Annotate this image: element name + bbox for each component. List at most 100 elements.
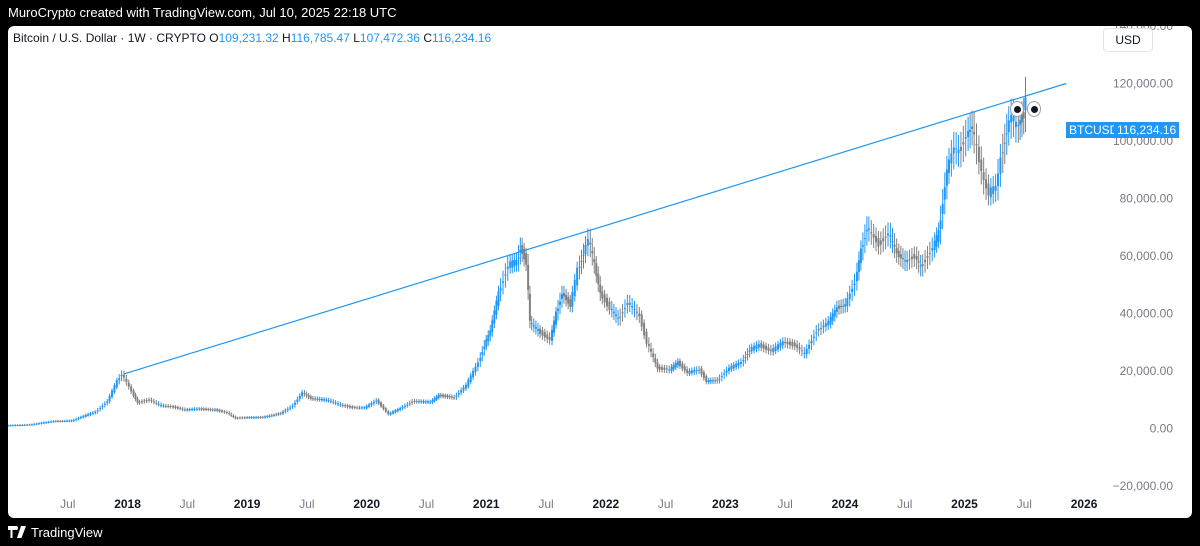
candle-body xyxy=(316,398,319,400)
candle-body xyxy=(582,255,585,257)
candle-body xyxy=(693,370,696,373)
footer-bar: TradingView xyxy=(0,518,1200,546)
candle-body xyxy=(384,408,387,412)
candle-body xyxy=(560,294,563,299)
attribution-text: MuroCrypto created with TradingView.com,… xyxy=(8,5,397,20)
candle-body xyxy=(536,329,539,331)
candle-body xyxy=(181,408,184,410)
candle-body xyxy=(464,384,467,389)
candle-body xyxy=(737,362,740,366)
candle-body xyxy=(842,305,845,307)
candle-body xyxy=(969,129,972,132)
candle-body xyxy=(837,305,840,309)
open-label: O xyxy=(209,31,219,45)
x-tick-label: 2023 xyxy=(712,497,739,511)
candle-body xyxy=(320,398,323,401)
candle-body xyxy=(765,345,768,350)
x-tick-label: 2025 xyxy=(951,497,978,511)
candle-body xyxy=(672,364,675,370)
candle-body xyxy=(293,402,296,405)
candle-body xyxy=(683,366,686,371)
candle-body xyxy=(548,337,551,340)
candle-body xyxy=(57,420,60,422)
x-tick-label: 2024 xyxy=(832,497,859,511)
candle-body xyxy=(746,354,749,356)
chart-frame[interactable]: 140,000.00120,000.00100,000.0080,000.006… xyxy=(8,26,1192,518)
candle-body xyxy=(18,424,21,426)
price-chart[interactable]: 140,000.00120,000.00100,000.0080,000.006… xyxy=(8,26,1192,518)
candle-body xyxy=(628,302,631,305)
candle-body xyxy=(52,421,55,423)
candle-body xyxy=(654,357,657,363)
candle-body xyxy=(157,403,160,405)
candle-body xyxy=(193,408,196,410)
candle-body xyxy=(599,284,602,293)
candle-body xyxy=(989,187,992,198)
candle-body xyxy=(207,408,210,410)
candle-body xyxy=(511,260,514,268)
candle-body xyxy=(619,316,622,318)
candle-body xyxy=(1017,124,1020,126)
candle-body xyxy=(939,220,942,229)
candle-body xyxy=(633,309,636,311)
candle-body xyxy=(891,240,894,242)
x-tick-label: 2021 xyxy=(473,497,500,511)
candle-body xyxy=(389,412,392,415)
candle-body xyxy=(829,316,832,325)
candle-body xyxy=(591,251,594,254)
candle-body xyxy=(848,293,851,299)
candle-body xyxy=(980,159,983,172)
candle-body xyxy=(370,403,373,406)
currency-selector[interactable]: USD xyxy=(1104,29,1152,51)
candle-body xyxy=(255,417,258,419)
candle-body xyxy=(1005,133,1008,135)
candle-body xyxy=(895,248,898,254)
candle-body xyxy=(332,401,335,403)
candle-body xyxy=(365,405,368,409)
candle-body xyxy=(798,347,801,350)
candle-body xyxy=(108,395,111,402)
tradingview-logo-icon xyxy=(8,526,26,538)
candle-body xyxy=(406,404,409,406)
candle-body xyxy=(735,363,738,368)
candle-body xyxy=(377,399,380,404)
candle-body xyxy=(172,406,174,408)
candle-body xyxy=(462,387,465,391)
candle-body xyxy=(962,142,965,145)
candle-body xyxy=(474,366,477,373)
candle-body xyxy=(186,409,189,411)
candle-body xyxy=(42,422,45,424)
candle-body xyxy=(188,408,191,411)
candle-body xyxy=(647,344,650,347)
candle-body xyxy=(241,417,244,419)
candle-body xyxy=(446,395,449,398)
low-label: L xyxy=(353,31,360,45)
candle-body xyxy=(429,401,432,403)
candle-body xyxy=(973,131,976,135)
candle-body xyxy=(68,420,71,422)
candle-body xyxy=(450,396,453,398)
candle-body xyxy=(908,259,911,261)
candle-body xyxy=(497,291,500,306)
candle-body xyxy=(557,308,559,311)
candle-body xyxy=(455,395,458,397)
candle-body xyxy=(246,417,249,419)
candle-body xyxy=(663,367,666,370)
candle-body xyxy=(645,331,648,344)
candle-body xyxy=(420,401,423,403)
candle-body xyxy=(786,341,789,345)
candle-body xyxy=(127,382,130,387)
candle-body xyxy=(901,257,904,260)
candle-body xyxy=(784,341,787,344)
candle-body xyxy=(176,406,179,409)
candle-body xyxy=(921,263,924,267)
candle-body xyxy=(223,411,226,413)
open-value: 109,231.32 xyxy=(218,31,279,45)
candle-body xyxy=(143,400,146,402)
candle-body xyxy=(363,407,366,409)
candle-body xyxy=(1022,112,1025,119)
candle-body xyxy=(739,362,742,364)
eye-emoji-right-icon xyxy=(1027,101,1041,117)
candle-body xyxy=(33,424,36,426)
candle-body xyxy=(356,407,359,409)
